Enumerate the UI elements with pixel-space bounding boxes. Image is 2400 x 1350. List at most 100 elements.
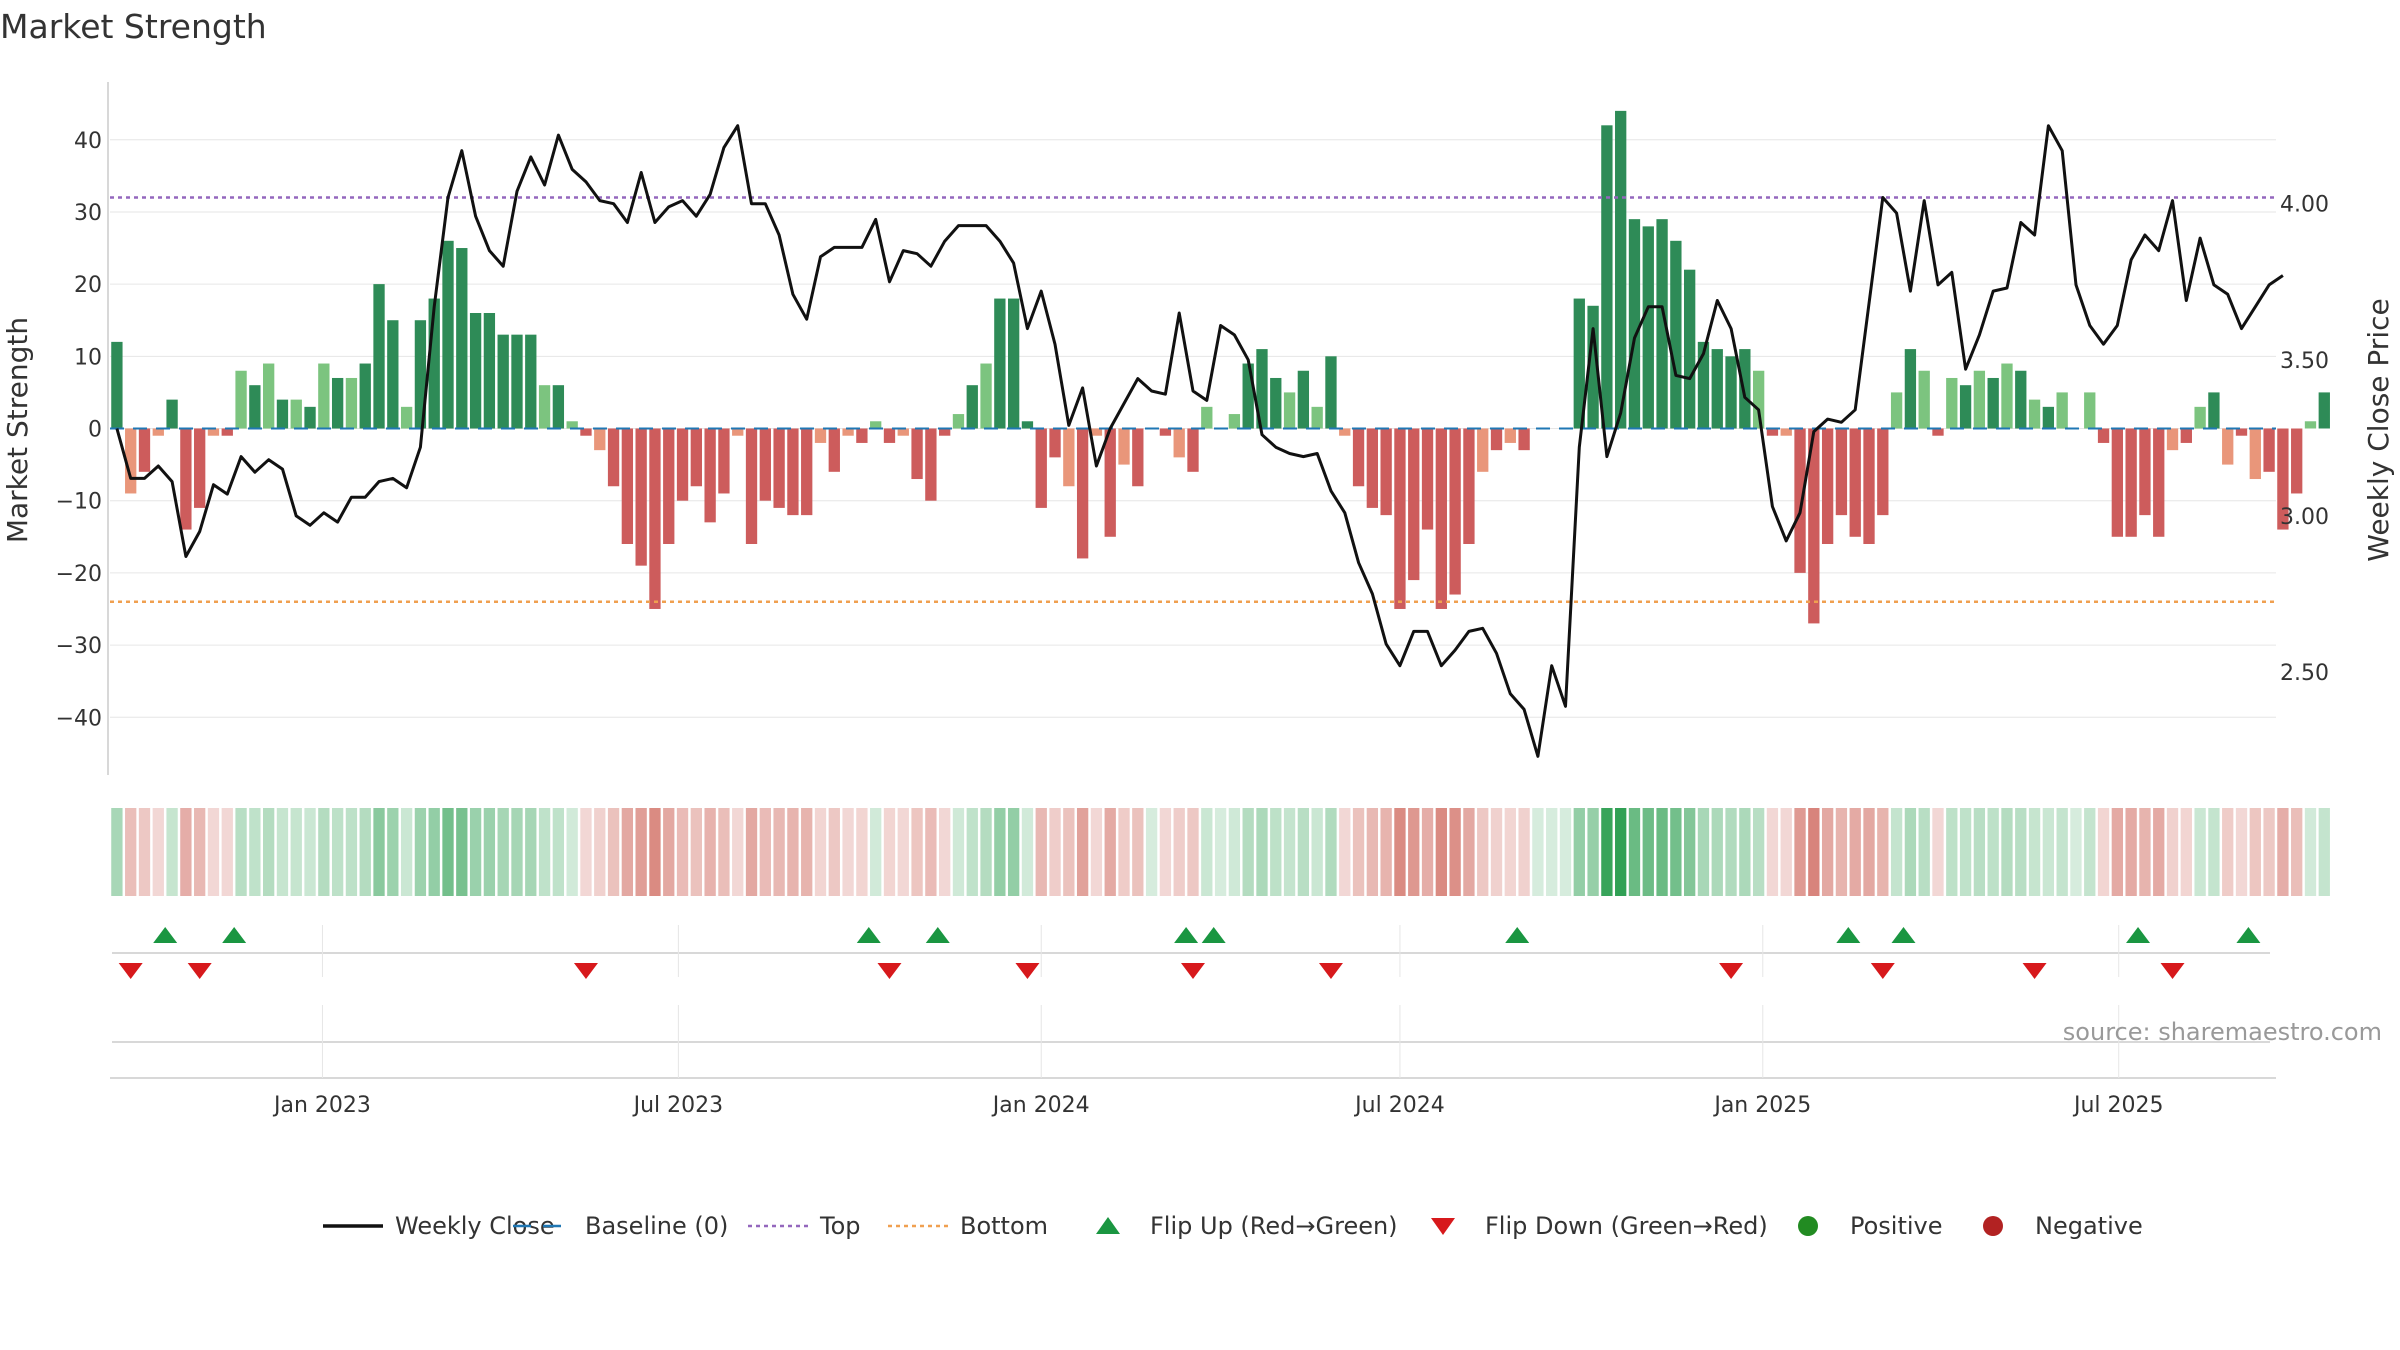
strength-bar — [1684, 269, 1696, 429]
strength-bar — [1987, 377, 1999, 429]
strength-bar — [663, 428, 675, 544]
strength-bar — [952, 414, 965, 429]
heatmap-cell — [2166, 808, 2179, 896]
heatmap-cell — [828, 808, 840, 896]
heatmap-cell — [1118, 808, 1130, 896]
strength-bar — [1615, 110, 1627, 429]
heatmap-cell — [235, 808, 247, 896]
strength-bar — [566, 421, 578, 429]
strength-bar — [1297, 370, 1310, 429]
strength-bar — [2097, 428, 2110, 443]
heatmap-cell — [1615, 808, 1627, 896]
heatmap-cell — [1656, 808, 1668, 896]
strength-bar — [1063, 428, 1075, 487]
heatmap-cell — [856, 808, 868, 896]
flip-down-marker — [1015, 963, 1040, 979]
heatmap-cell — [1104, 808, 1116, 896]
heatmap-cell — [1063, 808, 1075, 896]
flip-up-marker — [1174, 927, 1199, 943]
strength-bar — [2139, 428, 2151, 516]
strength-bar — [759, 428, 771, 501]
strength-bar — [1104, 428, 1116, 537]
y-tick-label: 10 — [74, 345, 102, 370]
strength-bar — [1587, 305, 1599, 429]
heatmap-cell — [635, 808, 647, 896]
strength-bar — [2291, 428, 2303, 494]
heatmap-cell — [1890, 808, 1903, 896]
heatmap-cell — [2291, 808, 2303, 896]
heatmap-cell — [690, 808, 702, 896]
heatmap-cell — [125, 808, 137, 896]
strength-bar — [552, 385, 565, 429]
heatmap-cell — [1007, 808, 1020, 896]
strength-bar — [235, 370, 247, 429]
flip-up-marker — [1201, 927, 1226, 943]
y2-tick-label: 3.50 — [2280, 349, 2329, 374]
heatmap-cell — [2042, 808, 2055, 896]
heatmap-cell — [2304, 808, 2317, 896]
heatmap-cell — [2001, 808, 2013, 896]
strength-bar — [1766, 428, 1779, 436]
strength-bar — [801, 428, 813, 516]
strength-bar — [856, 428, 868, 443]
heatmap-cell — [2208, 808, 2220, 896]
flip-down-marker — [187, 963, 212, 979]
strength-bar — [1242, 363, 1254, 429]
strength-bars — [111, 110, 2330, 624]
heatmap-cell — [952, 808, 965, 896]
heatmap-cell — [883, 808, 896, 896]
strength-bar — [2111, 428, 2124, 537]
legend-label: Positive — [1850, 1212, 1943, 1240]
strength-bar — [828, 428, 840, 472]
strength-bar — [1780, 428, 1792, 436]
strength-bar — [870, 421, 882, 429]
heatmap-cell — [2028, 808, 2041, 896]
heatmap-cell — [304, 808, 316, 896]
strength-bar — [1656, 219, 1668, 429]
flip-up-marker — [1505, 927, 1530, 943]
heatmap-cell — [1601, 808, 1613, 896]
flip-down-marker — [1719, 963, 1744, 979]
strength-bar — [925, 428, 937, 501]
strength-bar — [428, 298, 440, 429]
legend-triangle-down-icon — [1431, 1218, 1455, 1235]
heatmap-cell — [1394, 808, 1406, 896]
heatmap-cell — [1325, 808, 1337, 896]
flip-down-marker — [573, 963, 598, 979]
heatmap-cell — [594, 808, 606, 896]
heatmap-cell — [249, 808, 261, 896]
heatmap-cell — [1339, 808, 1351, 896]
heatmap-cell — [1670, 808, 1682, 896]
strength-bar — [304, 406, 316, 429]
heatmap-cell — [566, 808, 578, 896]
strength-bar — [262, 363, 275, 429]
strength-bar — [1946, 377, 1958, 429]
heatmap-cell — [359, 808, 371, 896]
heatmap-cell — [318, 808, 330, 896]
heatmap-cell — [2139, 808, 2151, 896]
strength-bar — [373, 284, 385, 429]
heatmap-cell — [732, 808, 744, 896]
heatmap-cell — [2194, 808, 2206, 896]
strength-bar — [1849, 428, 1861, 537]
heatmap-cell — [1145, 808, 1158, 896]
heatmap-cell — [2056, 808, 2068, 896]
strength-bar — [1711, 349, 1723, 429]
x-tick-label: Jan 2023 — [272, 1093, 371, 1118]
strength-bar — [814, 428, 827, 443]
legend-item: Top — [748, 1212, 861, 1240]
strength-bar — [939, 428, 951, 436]
heatmap-cell — [2153, 808, 2165, 896]
flip-up-marker — [222, 927, 247, 943]
heatmap-cell — [773, 808, 785, 896]
heatmap-cell — [2070, 808, 2082, 896]
heatmap-cell — [1725, 808, 1737, 896]
strength-bar — [221, 428, 233, 436]
heatmap-cell — [2125, 808, 2137, 896]
heatmap-cell — [1076, 808, 1089, 896]
heatmap-cell — [1711, 808, 1723, 896]
heatmap-cell — [649, 808, 661, 896]
strength-bar — [1132, 428, 1144, 487]
flip-down-marker — [1181, 963, 1205, 979]
heatmap-cell — [152, 808, 164, 896]
